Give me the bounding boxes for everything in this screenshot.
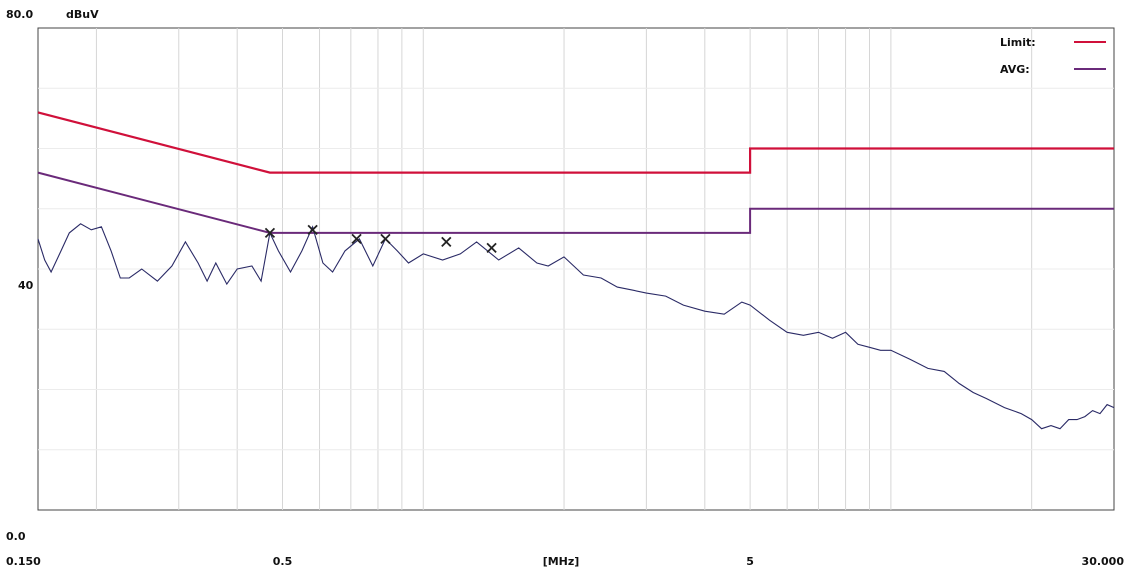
x-tick-label: 5 <box>746 555 754 568</box>
x-tick-label: 30.000 <box>1082 555 1125 568</box>
measurement-trace <box>37 223 1115 430</box>
peak-marker <box>380 233 391 245</box>
grid <box>38 28 1114 510</box>
peak-marker <box>264 227 276 238</box>
peak-marker <box>307 224 318 235</box>
x-tick-labels: 0.150 0.5 5 30.000 <box>6 555 1124 568</box>
peak-marker <box>441 236 452 248</box>
x-axis-unit-label: [MHz] <box>543 555 580 568</box>
x-tick-label: 0.5 <box>273 555 293 568</box>
peak-marker <box>486 242 497 254</box>
avg-limit-line <box>37 171 1114 234</box>
y-axis-top-label: 80.0 <box>6 8 33 21</box>
y-axis-bottom-label: 0.0 <box>6 530 26 543</box>
y-axis-unit-label: dBuV <box>66 8 99 21</box>
peak-marker <box>351 233 362 245</box>
measurement-trace-layer <box>37 223 1115 430</box>
peak-markers <box>264 224 497 254</box>
limit-line <box>37 111 1114 174</box>
y-axis-mid-label: 40 <box>18 279 34 292</box>
legend-avg-label: AVG: <box>1000 63 1030 76</box>
x-tick-label: 0.150 <box>6 555 41 568</box>
legend-limit-label: Limit: <box>1000 36 1036 49</box>
legend: Limit: AVG: <box>1000 36 1106 76</box>
limit-lines <box>37 111 1114 234</box>
